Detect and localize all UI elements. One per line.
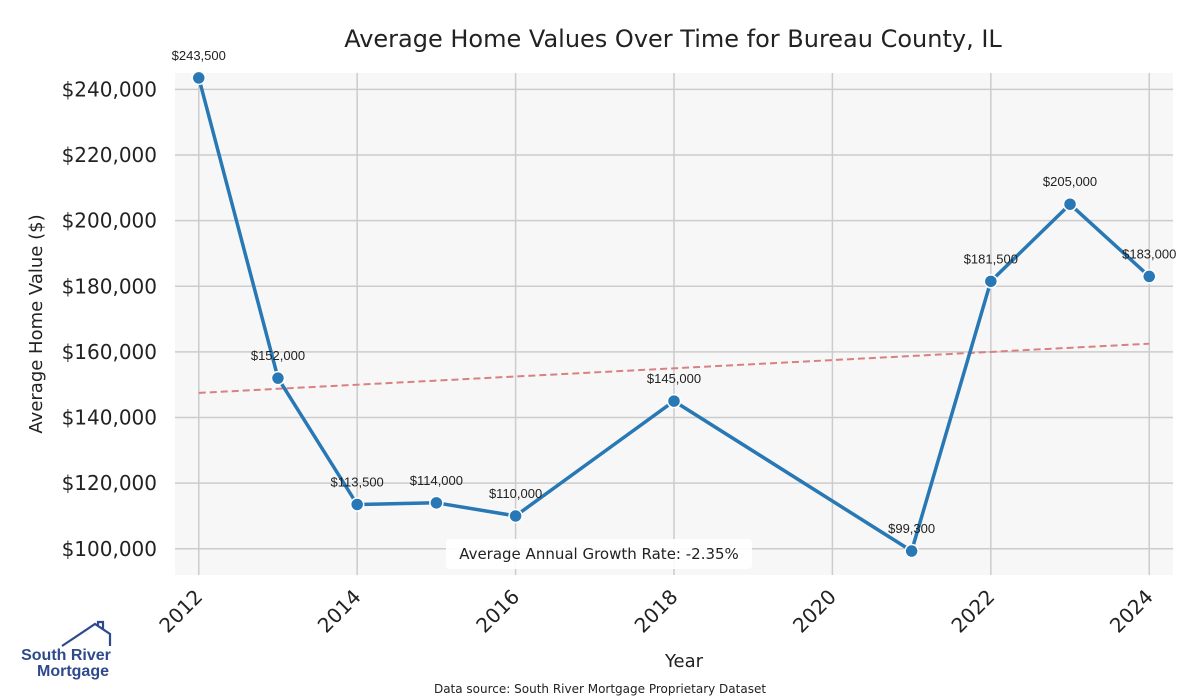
y-tick-label: $160,000 bbox=[62, 340, 157, 364]
series-group bbox=[197, 77, 1151, 553]
data-source-note: Data source: South River Mortgage Propri… bbox=[434, 682, 766, 696]
logo-line-2: Mortgage bbox=[37, 663, 109, 680]
data-point bbox=[270, 370, 286, 386]
data-label: $113,500 bbox=[331, 474, 384, 489]
x-tick-label: 2020 bbox=[788, 585, 841, 638]
y-tick-label: $180,000 bbox=[62, 274, 157, 298]
x-tick-label: 2012 bbox=[154, 585, 207, 638]
chart-title: Average Home Values Over Time for Bureau… bbox=[344, 25, 1002, 53]
x-tick-label: 2024 bbox=[1105, 585, 1158, 638]
x-tick-label: 2018 bbox=[630, 585, 683, 638]
data-point bbox=[1062, 196, 1078, 212]
y-tick-label: $200,000 bbox=[62, 209, 157, 233]
data-point bbox=[904, 543, 919, 559]
data-label: $183,000 bbox=[1122, 246, 1176, 261]
data-label: $243,500 bbox=[172, 48, 226, 63]
growth-rate-annotation: Average Annual Growth Rate: -2.35% bbox=[446, 539, 752, 569]
logo-line-1: South River bbox=[21, 647, 111, 664]
points-group bbox=[191, 70, 1157, 559]
data-label: $152,000 bbox=[251, 348, 305, 363]
data-point bbox=[508, 508, 523, 524]
trendline bbox=[198, 342, 1150, 394]
data-label: $145,000 bbox=[647, 371, 701, 386]
x-tick-label: 2014 bbox=[313, 585, 366, 638]
series-line bbox=[197, 77, 1151, 553]
y-tick-label: $240,000 bbox=[62, 77, 157, 101]
y-tick-label: $220,000 bbox=[62, 143, 157, 167]
data-point bbox=[191, 70, 207, 86]
data-label: $110,000 bbox=[489, 486, 542, 501]
annotation-box bbox=[446, 539, 752, 569]
x-axis-label: Year bbox=[664, 651, 704, 672]
grid-lines bbox=[175, 73, 1173, 575]
x-tick-label: 2016 bbox=[471, 585, 524, 638]
data-labels-group: $243,500 $152,000 $113,500 $114,000 $110,000… bbox=[172, 48, 1177, 536]
data-label: $181,500 bbox=[964, 251, 1018, 266]
data-label: $205,000 bbox=[1043, 174, 1097, 189]
y-tick-label: $100,000 bbox=[62, 537, 157, 561]
data-point bbox=[349, 497, 365, 512]
data-point bbox=[429, 495, 444, 511]
data-point bbox=[983, 274, 999, 289]
house-roof-icon bbox=[61, 620, 112, 647]
trendline-group bbox=[198, 342, 1150, 394]
y-tick-label: $140,000 bbox=[62, 406, 157, 430]
y-tick-label: $120,000 bbox=[62, 471, 157, 495]
annotation-text: Average Annual Growth Rate: -2.35% bbox=[459, 545, 739, 563]
x-axis-ticks: 2012 2014 2016 2018 2020 2022 2024 bbox=[154, 585, 1157, 638]
data-point bbox=[666, 393, 682, 409]
y-axis-label: Average Home Value ($) bbox=[26, 214, 47, 433]
x-tick-label: 2022 bbox=[946, 585, 999, 638]
data-point bbox=[1141, 269, 1157, 284]
data-label: $114,000 bbox=[410, 473, 463, 488]
south-river-logo: South River Mortgage bbox=[21, 620, 112, 680]
data-label: $99,300 bbox=[888, 521, 935, 536]
y-axis-ticks: $100,000 $120,000 $140,000 $160,000 $180,000… bbox=[62, 77, 157, 560]
